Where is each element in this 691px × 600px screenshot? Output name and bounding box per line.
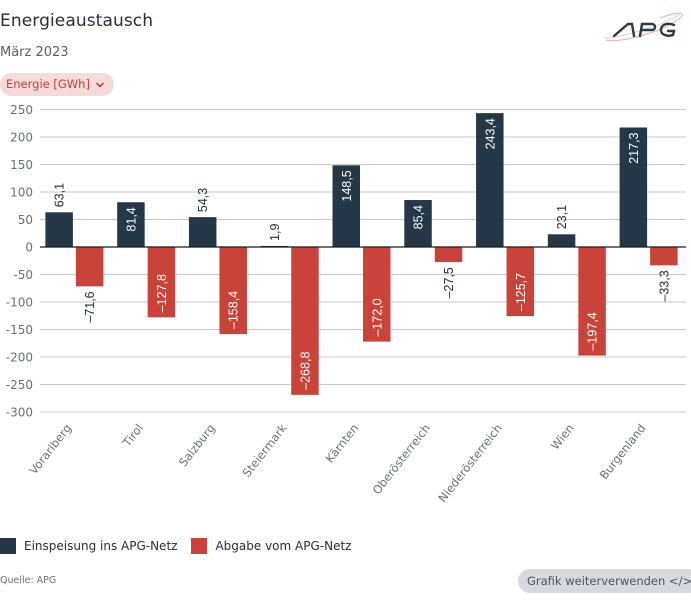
- x-tick-label: Niederösterreich: [435, 421, 505, 505]
- legend-label: Einspeisung ins APG-Netz: [24, 539, 178, 553]
- legend-item-abgabe[interactable]: Abgabe vom APG-Netz: [191, 538, 351, 554]
- data-label: –125,7: [514, 273, 528, 311]
- y-tick-label: 150: [10, 158, 33, 172]
- unit-dropdown[interactable]: Energie [GWh]: [0, 73, 114, 96]
- unit-dropdown-label: Energie [GWh]: [6, 77, 90, 91]
- data-label: 217,3: [627, 132, 641, 163]
- bar-abgabe: [578, 247, 606, 356]
- data-label: 1,9: [268, 224, 282, 241]
- reuse-graphic-button[interactable]: Grafik weiterverwenden </>: [518, 569, 691, 593]
- data-label: –158,4: [227, 291, 241, 329]
- bar-abgabe: [650, 247, 678, 266]
- y-tick-label: -100: [6, 296, 33, 310]
- bar-abgabe: [219, 247, 247, 335]
- legend-swatch-abgabe: [191, 538, 208, 554]
- y-tick-label: -50: [13, 268, 33, 282]
- x-tick-label: Vorarlberg: [26, 421, 74, 477]
- chart-subtitle: März 2023: [0, 45, 69, 60]
- legend: Einspeisung ins APG-Netz Abgabe vom APG-…: [0, 538, 365, 554]
- data-label: 85,4: [412, 205, 426, 229]
- data-label: –27,5: [442, 267, 456, 298]
- y-tick-label: -300: [6, 406, 33, 420]
- legend-item-einspeisung[interactable]: Einspeisung ins APG-Netz: [0, 538, 177, 554]
- source-note: Quelle: APG: [0, 575, 57, 586]
- data-label: –268,8: [298, 352, 312, 390]
- y-tick-label: 200: [10, 131, 33, 145]
- chevron-down-icon: [96, 82, 104, 87]
- bar-abgabe: [363, 247, 391, 342]
- y-tick-label: -200: [6, 351, 33, 365]
- x-tick-label: Wien: [548, 421, 577, 452]
- data-label: –197,4: [586, 312, 600, 350]
- data-label: –127,8: [155, 274, 169, 312]
- bar-einspeisung: [619, 127, 648, 247]
- y-tick-label: 100: [10, 186, 33, 200]
- y-tick-label: 50: [18, 213, 33, 227]
- data-label: 23,1: [555, 205, 569, 229]
- x-tick-label: Kärnten: [323, 421, 362, 465]
- data-label: 81,4: [124, 207, 138, 231]
- data-labels: 63,1 81,4 54,3 1,9 148,5 85,4 243,4 23,1 217,3 –7…: [53, 118, 672, 390]
- data-label: –172,0: [370, 298, 384, 336]
- y-tick-label: 250: [10, 103, 33, 117]
- y-tick-label: -250: [6, 378, 33, 392]
- chart-title: Energieaustausch: [0, 11, 154, 31]
- legend-swatch-einspeisung: [0, 538, 16, 554]
- data-label: 148,5: [340, 170, 354, 201]
- bar-einspeisung: [547, 234, 576, 247]
- y-tick-label: 0: [25, 241, 33, 255]
- data-label: –71,6: [83, 291, 97, 322]
- bar-einspeisung: [117, 202, 145, 247]
- bar-abgabe: [434, 247, 463, 263]
- data-label: –33,3: [657, 270, 671, 301]
- data-label: 243,4: [483, 118, 497, 149]
- bars: [45, 113, 678, 395]
- bar-einspeisung: [476, 113, 504, 247]
- legend-label: Abgabe vom APG-Netz: [215, 539, 352, 553]
- x-tick-label: Oberösterreich: [370, 421, 434, 497]
- y-tick-label: -150: [6, 323, 33, 337]
- bar-einspeisung: [332, 165, 360, 247]
- bar-abgabe: [147, 247, 176, 318]
- x-tick-label: Tirol: [119, 421, 146, 450]
- bar-abgabe: [506, 247, 535, 317]
- data-label: 63,1: [53, 183, 67, 207]
- x-tick-label: Salzburg: [176, 421, 218, 469]
- apg-logo-icon: [603, 12, 683, 42]
- bar-einspeisung: [188, 217, 217, 247]
- bar-einspeisung: [45, 212, 73, 247]
- x-axis: Vorarlberg Tirol Salzburg Steiermark Kärnten…: [26, 421, 648, 505]
- bar-abgabe: [291, 247, 319, 395]
- x-tick-label: Steiermark: [240, 421, 290, 480]
- x-tick-label: Burgenland: [597, 421, 649, 482]
- bar-chart: 250 200 150 100 50 0 -50 -100 -150 -200 -250 -300 6…: [6, 103, 686, 505]
- y-axis: 250 200 150 100 50 0 -50 -100 -150 -200 -250 -300: [6, 103, 33, 420]
- data-label: 54,3: [196, 188, 210, 212]
- bar-einspeisung: [404, 200, 432, 247]
- bar-abgabe: [75, 247, 104, 287]
